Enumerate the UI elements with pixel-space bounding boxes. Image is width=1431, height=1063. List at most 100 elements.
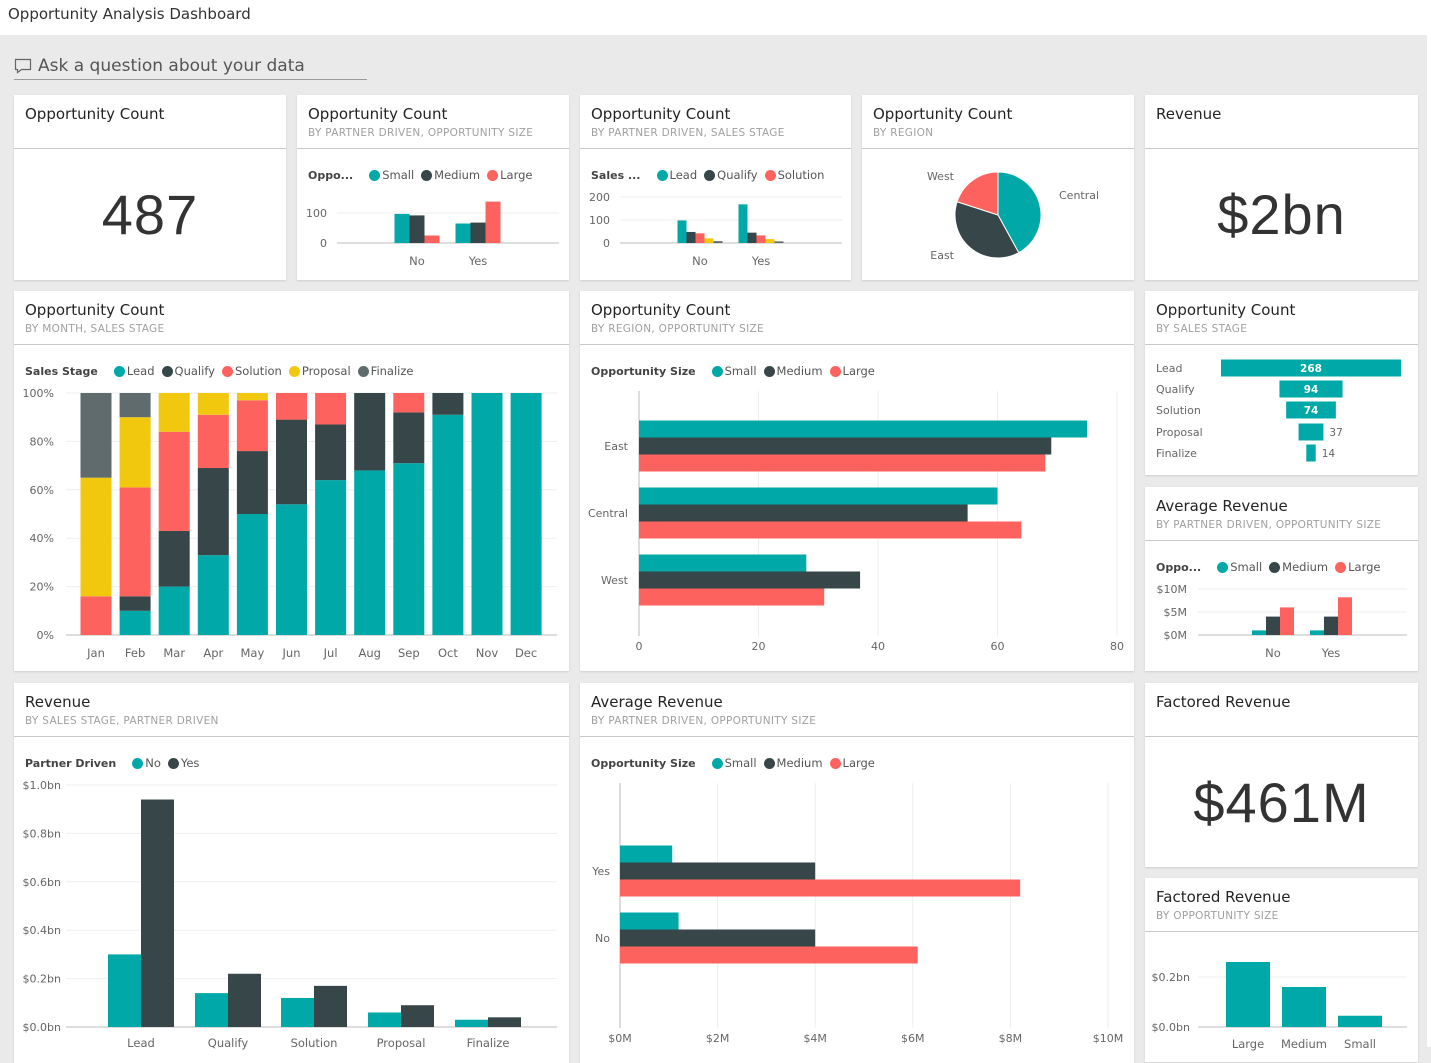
- tile-opportunity-count[interactable]: Opportunity Count BY MONTH, SALES STAGE 0%…: [14, 291, 569, 671]
- legend-item[interactable]: Finalize: [357, 364, 413, 378]
- tile-factored-revenue[interactable]: Factored Revenue $461M: [1145, 683, 1418, 867]
- bar-yes: [314, 985, 347, 1027]
- x-category-label: Jan: [86, 646, 105, 660]
- tile-revenue[interactable]: Revenue $2bn: [1145, 95, 1418, 280]
- tile-opportunity-count[interactable]: Opportunity Count BY PARTNER DRIVEN, OPPO…: [297, 95, 569, 280]
- legend-item[interactable]: No: [132, 756, 161, 770]
- legend-item[interactable]: Lead: [113, 364, 155, 378]
- tile-title: Opportunity Count: [591, 105, 731, 123]
- chart: 0 100 No Yes: [306, 201, 559, 268]
- legend-item[interactable]: Large: [829, 364, 875, 378]
- x-category-label: Proposal: [377, 1036, 426, 1050]
- bar-segment-solution: [276, 393, 307, 420]
- funnel-value-label: 94: [1304, 384, 1319, 396]
- bar-no: [108, 954, 141, 1027]
- tile-subtitle: BY REGION, OPPORTUNITY SIZE: [591, 323, 764, 335]
- y-tick-label: $0.2bn: [1152, 971, 1190, 984]
- legend-item[interactable]: Proposal: [288, 364, 351, 378]
- chart: $0.0bn $0.2bn Large Medium Small: [1152, 962, 1407, 1051]
- bar-segment-solution: [236, 400, 268, 452]
- bar-proposal: [704, 238, 714, 243]
- chat-bubble-icon: [14, 58, 32, 74]
- pie-slice-west: [956, 171, 999, 216]
- chart: Lead 268 Qualify 94 Solution 74 Proposal 37 Fina…: [1156, 359, 1401, 462]
- qa-box[interactable]: [14, 52, 367, 80]
- legend-item[interactable]: Qualify: [161, 364, 215, 378]
- bar-large: [485, 201, 501, 243]
- x-category-label: Jul: [323, 646, 338, 660]
- tile-header: Factored Revenue: [1145, 683, 1418, 737]
- legend-item[interactable]: Small: [369, 168, 414, 182]
- bar-large: [620, 946, 918, 964]
- bar-finalize: [713, 241, 723, 243]
- legend-title: Oppo...: [308, 168, 354, 182]
- tile-average-revenue[interactable]: Average Revenue BY PARTNER DRIVEN, OPPORT…: [1145, 487, 1418, 671]
- tile-title: Opportunity Count: [1156, 301, 1296, 319]
- tile-subtitle: BY PARTNER DRIVEN, OPPORTUNITY SIZE: [591, 715, 817, 727]
- tile-opportunity-count[interactable]: Opportunity Count 487: [14, 95, 286, 280]
- legend-item[interactable]: Solution: [764, 168, 824, 182]
- legend-item[interactable]: Small: [711, 756, 757, 770]
- legend-label: Large: [842, 364, 875, 378]
- y-tick-label: $0.0bn: [23, 1021, 61, 1034]
- bar-segment-qualify: [158, 530, 190, 587]
- legend-item[interactable]: Large: [487, 168, 533, 182]
- legend-item[interactable]: Large: [1335, 560, 1381, 574]
- tile-opportunity-count[interactable]: Opportunity Count BY SALES STAGE Lead 268 Qu…: [1145, 291, 1418, 475]
- legend-item[interactable]: Large: [829, 756, 875, 770]
- bar-segment-lead: [471, 393, 503, 635]
- legend-dot-icon: [1335, 561, 1347, 573]
- legend-item[interactable]: Medium: [1269, 560, 1328, 574]
- tile-subtitle: BY PARTNER DRIVEN, OPPORTUNITY SIZE: [308, 127, 534, 139]
- tile-factored-revenue[interactable]: Factored Revenue BY OPPORTUNITY SIZE $0.0b…: [1145, 878, 1418, 1062]
- tile-subtitle: BY MONTH, SALES STAGE: [25, 323, 165, 335]
- tile-header: Average Revenue BY PARTNER DRIVEN, OPPORT…: [1145, 487, 1418, 541]
- pie-label: West: [927, 170, 955, 183]
- x-tick-label: 20: [752, 640, 766, 653]
- y-category-label: West: [601, 574, 629, 587]
- tile-average-revenue[interactable]: Average Revenue BY PARTNER DRIVEN, OPPORT…: [580, 683, 1134, 1063]
- bar-medium: [1266, 616, 1280, 635]
- chart: [14, 95, 286, 280]
- tile-opportunity-count[interactable]: Opportunity Count BY REGION, OPPORTUNITY …: [580, 291, 1134, 671]
- bar-small: [1310, 630, 1324, 635]
- legend-item[interactable]: Lead: [656, 168, 697, 182]
- bar-medium: [1324, 616, 1338, 635]
- legend-item[interactable]: Yes: [167, 756, 199, 770]
- bar-large: [639, 521, 1022, 539]
- app-title-bar: Opportunity Analysis Dashboard: [0, 0, 1427, 35]
- bar-segment-qualify: [315, 424, 347, 481]
- bar-segment-qualify: [236, 451, 268, 514]
- bar-segment-solution: [119, 487, 151, 597]
- tile-subtitle: BY SALES STAGE: [1156, 323, 1248, 335]
- legend-item[interactable]: Small: [711, 364, 757, 378]
- tile-opportunity-count[interactable]: Opportunity Count BY PARTNER DRIVEN, SALE…: [580, 95, 851, 280]
- x-tick-label: 60: [991, 640, 1005, 653]
- tile-header: Opportunity Count BY REGION, OPPORTUNITY …: [580, 291, 1134, 345]
- pie-slice-central: [997, 171, 1042, 254]
- y-tick-label: $1.0bn: [23, 779, 61, 792]
- legend: Oppo... Small Medium Large: [1156, 560, 1388, 574]
- tile-opportunity-count[interactable]: Opportunity Count BY REGION Central East Wes…: [862, 95, 1134, 280]
- kpi-value: $461M: [1193, 770, 1370, 834]
- legend-label: Small: [1230, 560, 1263, 574]
- legend-item[interactable]: Solution: [221, 364, 282, 378]
- legend-dot-icon: [763, 757, 775, 769]
- legend-item[interactable]: Medium: [763, 756, 823, 770]
- bar-factored-revenue: [1338, 1015, 1382, 1027]
- tile-revenue[interactable]: Revenue BY SALES STAGE, PARTNER DRIVEN $0.…: [14, 683, 569, 1063]
- legend-item[interactable]: Medium: [763, 364, 823, 378]
- qa-input[interactable]: [38, 55, 358, 76]
- bar-segment-finalize: [80, 393, 112, 478]
- legend-item[interactable]: Small: [1217, 560, 1262, 574]
- bar-segment-proposal: [119, 417, 151, 488]
- legend-label: Small: [724, 756, 757, 770]
- tile-title: Factored Revenue: [1156, 693, 1291, 711]
- legend-label: Medium: [434, 168, 481, 182]
- legend-item[interactable]: Qualify: [704, 168, 758, 182]
- legend-dot-icon: [1217, 561, 1229, 573]
- legend-label: Proposal: [301, 364, 351, 378]
- legend-item[interactable]: Medium: [421, 168, 480, 182]
- bar-lead: [738, 204, 748, 243]
- x-category-label: Yes: [751, 254, 771, 268]
